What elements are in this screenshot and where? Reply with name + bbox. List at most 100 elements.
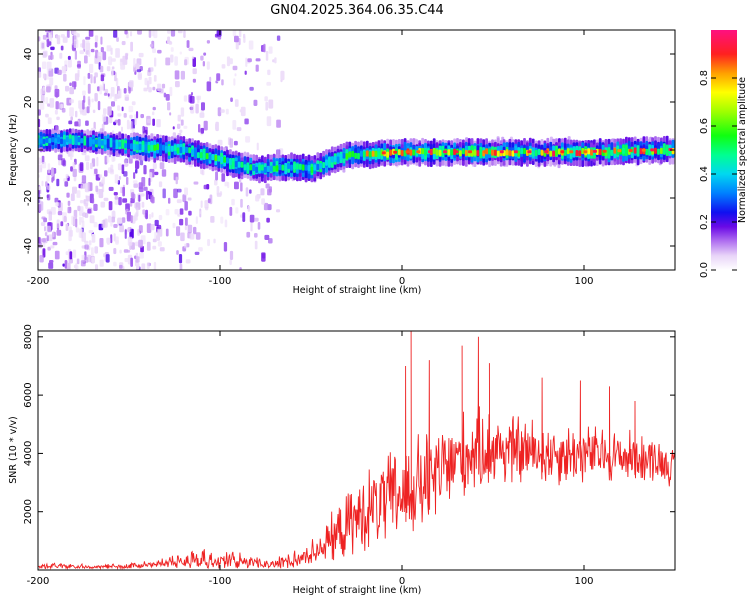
ridge-cell xyxy=(156,143,159,150)
ridge-peak-cell xyxy=(593,149,597,153)
noise-cell xyxy=(134,213,137,222)
noise-cell xyxy=(77,205,81,212)
ridge-cell xyxy=(473,149,477,156)
x-tick-label: -100 xyxy=(209,576,232,587)
noise-cell xyxy=(91,247,94,257)
noise-cell xyxy=(165,228,169,237)
ridge-cell xyxy=(578,150,582,157)
noise-cell xyxy=(229,259,232,266)
noise-cell xyxy=(148,87,152,93)
ridge-cell xyxy=(153,144,157,151)
noise-cell xyxy=(157,227,163,237)
y-tick-label: -40 xyxy=(23,238,34,254)
noise-cell xyxy=(73,31,78,41)
noise-cell xyxy=(56,37,61,45)
noise-cell xyxy=(193,226,197,235)
noise-cell xyxy=(207,239,210,247)
noise-cell xyxy=(128,105,134,113)
ridge-cell xyxy=(115,139,119,150)
noise-cell xyxy=(232,120,237,130)
noise-cell xyxy=(56,229,62,236)
ridge-cell xyxy=(223,156,226,163)
x-tick-label: -200 xyxy=(27,576,50,587)
noise-cell xyxy=(140,193,145,197)
noise-cell xyxy=(184,243,188,249)
noise-cell xyxy=(179,263,183,270)
ridge-cell xyxy=(365,150,369,157)
ridge-cell xyxy=(625,146,628,154)
noise-cell xyxy=(146,223,152,233)
colorbar-label: Normalized spectral amplitude xyxy=(737,77,748,223)
noise-cell xyxy=(241,107,246,116)
ridge-cell xyxy=(572,148,576,155)
noise-cell xyxy=(151,196,155,204)
ridge-cell xyxy=(293,163,296,170)
x-tick-label: 100 xyxy=(574,276,593,287)
noise-cell xyxy=(115,236,119,245)
ridge-peak-cell xyxy=(617,149,622,153)
noise-cell xyxy=(249,189,252,194)
noise-cell xyxy=(91,98,94,103)
noise-cell xyxy=(51,167,54,177)
noise-cell xyxy=(102,114,107,122)
noise-cell xyxy=(240,198,243,208)
noise-cell xyxy=(135,256,140,263)
ridge-cell xyxy=(63,139,66,145)
noise-cell xyxy=(106,66,111,72)
ridge-cell xyxy=(159,144,162,151)
noise-cell xyxy=(152,118,155,126)
noise-cell xyxy=(200,127,204,134)
noise-cell xyxy=(129,121,133,129)
noise-cell xyxy=(242,212,246,222)
noise-cell xyxy=(186,40,190,48)
ridge-cell xyxy=(217,155,221,162)
noise-cell xyxy=(99,65,104,73)
noise-cell xyxy=(268,46,273,54)
noise-cell xyxy=(162,188,166,199)
noise-cell xyxy=(196,95,201,101)
ridge-cell xyxy=(610,149,614,156)
noise-cell xyxy=(40,93,45,103)
noise-cell xyxy=(150,224,155,231)
x-tick-label: 100 xyxy=(574,576,593,587)
colorbar-gradient xyxy=(711,30,737,270)
noise-cell xyxy=(116,37,119,42)
noise-cell xyxy=(39,255,44,263)
noise-cell xyxy=(84,244,89,250)
noise-cell xyxy=(174,209,179,215)
noise-cell xyxy=(102,51,107,61)
noise-cell xyxy=(61,66,67,74)
noise-cell xyxy=(67,55,71,60)
noise-cell xyxy=(149,44,154,48)
noise-cell xyxy=(177,213,181,217)
ridge-cell xyxy=(348,151,352,158)
noise-cell xyxy=(47,163,51,174)
ridge-cell xyxy=(438,149,442,156)
noise-cell xyxy=(106,237,111,244)
ridge-cell xyxy=(86,137,90,148)
ridge-cell xyxy=(645,148,649,156)
ridge-cell xyxy=(523,147,526,155)
noise-cell xyxy=(172,222,176,229)
noise-cell xyxy=(268,99,274,109)
noise-cell xyxy=(42,50,48,57)
noise-cell xyxy=(132,193,136,200)
ridge-cell xyxy=(167,145,171,152)
ridge-cell xyxy=(197,152,200,159)
noise-cell xyxy=(91,256,95,264)
noise-cell xyxy=(124,30,128,35)
noise-cell xyxy=(133,58,136,68)
noise-cell xyxy=(153,75,157,82)
noise-cell xyxy=(63,215,67,222)
ridge-cell xyxy=(319,163,323,170)
noise-cell xyxy=(134,63,140,71)
noise-cell xyxy=(136,111,139,119)
noise-cell xyxy=(67,59,72,68)
noise-cell xyxy=(125,53,128,60)
ridge-cell xyxy=(313,164,317,171)
noise-cell xyxy=(78,228,82,238)
noise-cell xyxy=(69,99,74,104)
ridge-cell xyxy=(342,152,346,159)
noise-cell xyxy=(67,200,71,206)
